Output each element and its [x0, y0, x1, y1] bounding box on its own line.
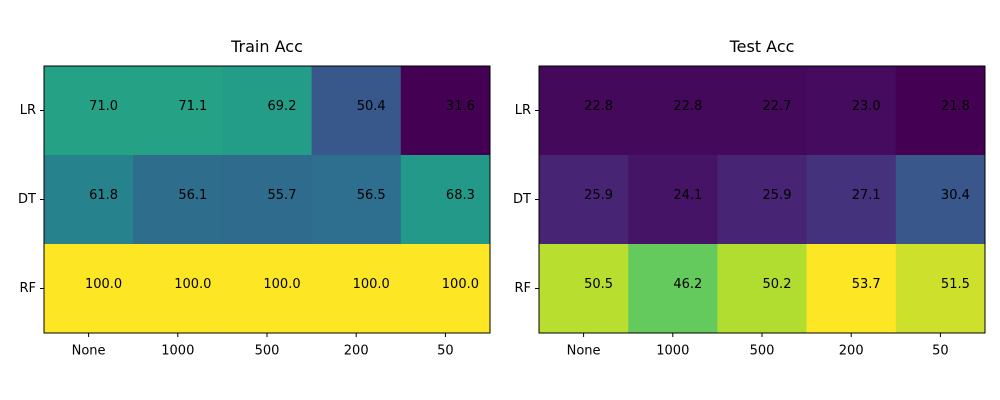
- cell-value-label: 21.8: [941, 99, 970, 114]
- heatmap-cell: [895, 244, 986, 334]
- heatmap-cell: [44, 66, 134, 156]
- cell-value-label: 55.7: [268, 188, 297, 203]
- heatmap-cell: [895, 155, 986, 245]
- chart-title: Test Acc: [729, 37, 795, 56]
- cell-value-label: 25.9: [584, 188, 613, 203]
- y-tick-label: DT: [18, 192, 36, 207]
- heatmap-cell: [133, 244, 223, 334]
- heatmap-cell: [311, 244, 402, 334]
- heatmap-cell: [628, 244, 718, 334]
- cell-value-label: 100.0: [263, 277, 300, 292]
- heatmap-cell: [311, 155, 402, 245]
- heatmap-cell: [44, 155, 134, 245]
- cell-value-label: 71.1: [178, 99, 207, 114]
- heatmap-cell: [539, 244, 629, 334]
- cell-value-label: 46.2: [673, 277, 702, 292]
- cell-value-label: 22.8: [673, 99, 702, 114]
- heatmap-cell: [539, 66, 629, 156]
- cell-value-label: 27.1: [852, 188, 881, 203]
- cell-value-label: 50.5: [584, 277, 613, 292]
- heatmap-cell: [222, 155, 313, 245]
- heatmap-cell: [895, 66, 986, 156]
- cell-value-label: 56.5: [357, 188, 386, 203]
- heatmap-panel-1: 22.8 22.8 22.7 23.0 21.8 25.9 24.1 25.9 27.1 30.4…: [513, 37, 986, 359]
- x-tick-label: None: [72, 344, 106, 359]
- x-tick-label: 500: [750, 344, 775, 359]
- cell-value-label: 100.0: [442, 277, 479, 292]
- cell-value-label: 31.6: [446, 99, 475, 114]
- cell-value-label: 25.9: [763, 188, 792, 203]
- cell-value-label: 100.0: [85, 277, 122, 292]
- heatmap-cell: [539, 155, 629, 245]
- cell-value-label: 56.1: [178, 188, 207, 203]
- x-tick-label: 500: [255, 344, 280, 359]
- cell-value-label: 50.4: [357, 99, 386, 114]
- heatmap-cell: [628, 155, 718, 245]
- x-tick-label: 50: [932, 344, 949, 359]
- cell-value-label: 23.0: [852, 99, 881, 114]
- heatmap-cell: [400, 244, 491, 334]
- x-tick-label: 1000: [656, 344, 689, 359]
- cell-value-label: 50.2: [763, 277, 792, 292]
- cell-value-label: 100.0: [174, 277, 211, 292]
- heatmap-cell: [133, 66, 223, 156]
- chart-title: Train Acc: [230, 37, 303, 56]
- heatmap-cell: [400, 155, 491, 245]
- y-tick-label: DT: [513, 192, 531, 207]
- heatmap-cell: [44, 244, 134, 334]
- heatmap-cell: [628, 66, 718, 156]
- cell-value-label: 69.2: [268, 99, 297, 114]
- heatmap-cell: [806, 155, 897, 245]
- cell-value-label: 68.3: [446, 188, 475, 203]
- x-tick-label: 200: [839, 344, 864, 359]
- cell-value-label: 24.1: [673, 188, 702, 203]
- cell-value-label: 61.8: [89, 188, 118, 203]
- x-tick-label: 50: [437, 344, 454, 359]
- heatmap-cell: [806, 244, 897, 334]
- y-tick-label: LR: [20, 103, 36, 118]
- heatmap-cell: [222, 244, 313, 334]
- y-tick-label: RF: [514, 281, 531, 296]
- cell-value-label: 51.5: [941, 277, 970, 292]
- heatmap-cell: [222, 66, 313, 156]
- heatmap-cell: [133, 155, 223, 245]
- cell-value-label: 30.4: [941, 188, 970, 203]
- heatmap-panel-0: 71.0 71.1 69.2 50.4 31.6 61.8 56.1 55.7 56.5 68.3…: [18, 37, 491, 359]
- cell-value-label: 100.0: [353, 277, 390, 292]
- heatmap-cell: [400, 66, 491, 156]
- heatmap-cell: [717, 66, 808, 156]
- cell-value-label: 71.0: [89, 99, 118, 114]
- cell-value-label: 22.8: [584, 99, 613, 114]
- y-tick-label: LR: [515, 103, 531, 118]
- x-tick-label: None: [567, 344, 601, 359]
- heatmap-cell: [717, 244, 808, 334]
- heatmap-cell: [717, 155, 808, 245]
- heatmap-cell: [806, 66, 897, 156]
- x-tick-label: 200: [344, 344, 369, 359]
- heatmap-cell: [311, 66, 402, 156]
- cell-value-label: 53.7: [852, 277, 881, 292]
- y-tick-label: RF: [19, 281, 36, 296]
- cell-value-label: 22.7: [763, 99, 792, 114]
- x-tick-label: 1000: [161, 344, 194, 359]
